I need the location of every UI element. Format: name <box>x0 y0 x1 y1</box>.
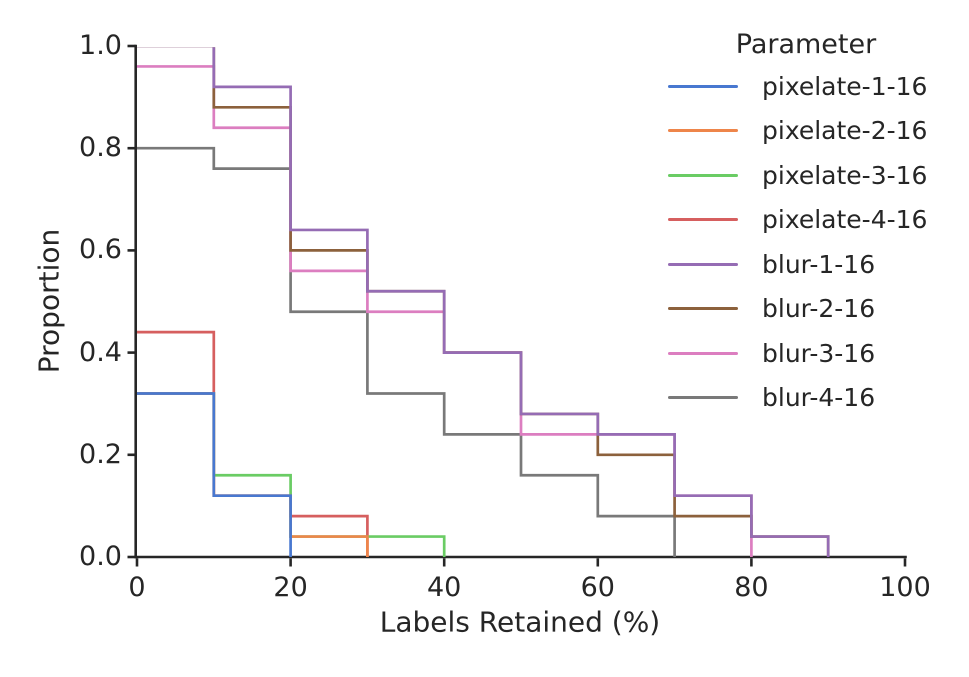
legend-item-pixelate-2-16: pixelate-2-16 <box>668 109 944 154</box>
y-tick-label: 0.6 <box>79 234 122 266</box>
legend-line-swatch <box>668 218 738 222</box>
x-tick-label: 40 <box>427 572 462 603</box>
legend-item-label: blur-4-16 <box>762 383 876 413</box>
y-tick-label: 0.8 <box>79 132 122 164</box>
y-tick-label: 0.0 <box>79 541 122 572</box>
series-line-pixelate-4-16 <box>137 330 369 557</box>
axes-spines-and-ticks <box>127 44 907 567</box>
legend-line-swatch <box>668 262 738 266</box>
y-tick-label: 1.0 <box>79 30 122 61</box>
legend-item-label: pixelate-3-16 <box>762 160 928 190</box>
legend-item-pixelate-4-16: pixelate-4-16 <box>668 198 944 243</box>
legend-line-swatch <box>668 129 738 133</box>
legend-item-label: pixelate-4-16 <box>762 205 928 235</box>
legend-item-label: pixelate-2-16 <box>762 116 928 146</box>
x-tick-label: 60 <box>580 572 615 603</box>
legend-line-swatch <box>668 307 738 311</box>
legend-item-blur-3-16: blur-3-16 <box>668 331 944 376</box>
y-tick-label: 0.2 <box>79 438 122 470</box>
legend-entries: pixelate-1-16 pixelate-2-16 pixelate-3-16 p… <box>668 64 944 420</box>
legend-line-swatch <box>668 84 738 88</box>
x-tick-label: 100 <box>879 572 931 603</box>
legend-title: Parameter <box>735 29 877 60</box>
series-line-blur-4-16 <box>137 146 676 557</box>
legend-line-swatch <box>668 351 738 355</box>
legend-item-label: blur-2-16 <box>762 294 876 324</box>
series-line-pixelate-1-16 <box>137 392 292 557</box>
series-line-blur-1-16 <box>137 47 830 557</box>
x-axis-label: Labels Retained (%) <box>379 605 661 639</box>
legend-line-swatch <box>668 396 738 400</box>
legend-line-swatch <box>668 173 738 177</box>
legend-item-blur-4-16: blur-4-16 <box>668 376 944 421</box>
legend-item-blur-1-16: blur-1-16 <box>668 242 944 287</box>
legend-item-pixelate-1-16: pixelate-1-16 <box>668 64 944 109</box>
legend-item-label: blur-3-16 <box>762 338 876 368</box>
y-axis-label: Proportion <box>32 228 66 374</box>
legend: Parameter pixelate-1-16 pixelate-2-16 pixe… <box>668 28 944 420</box>
x-tick-label: 80 <box>734 572 769 603</box>
legend-item-label: pixelate-1-16 <box>762 71 928 101</box>
legend-item-blur-2-16: blur-2-16 <box>668 287 944 332</box>
x-tick-label: 0 <box>128 572 146 603</box>
legend-item-label: blur-1-16 <box>762 249 876 279</box>
data-series-lines <box>137 47 830 557</box>
x-tick-label: 20 <box>273 572 308 603</box>
y-tick-label: 0.4 <box>79 336 122 368</box>
legend-item-pixelate-3-16: pixelate-3-16 <box>668 153 944 198</box>
